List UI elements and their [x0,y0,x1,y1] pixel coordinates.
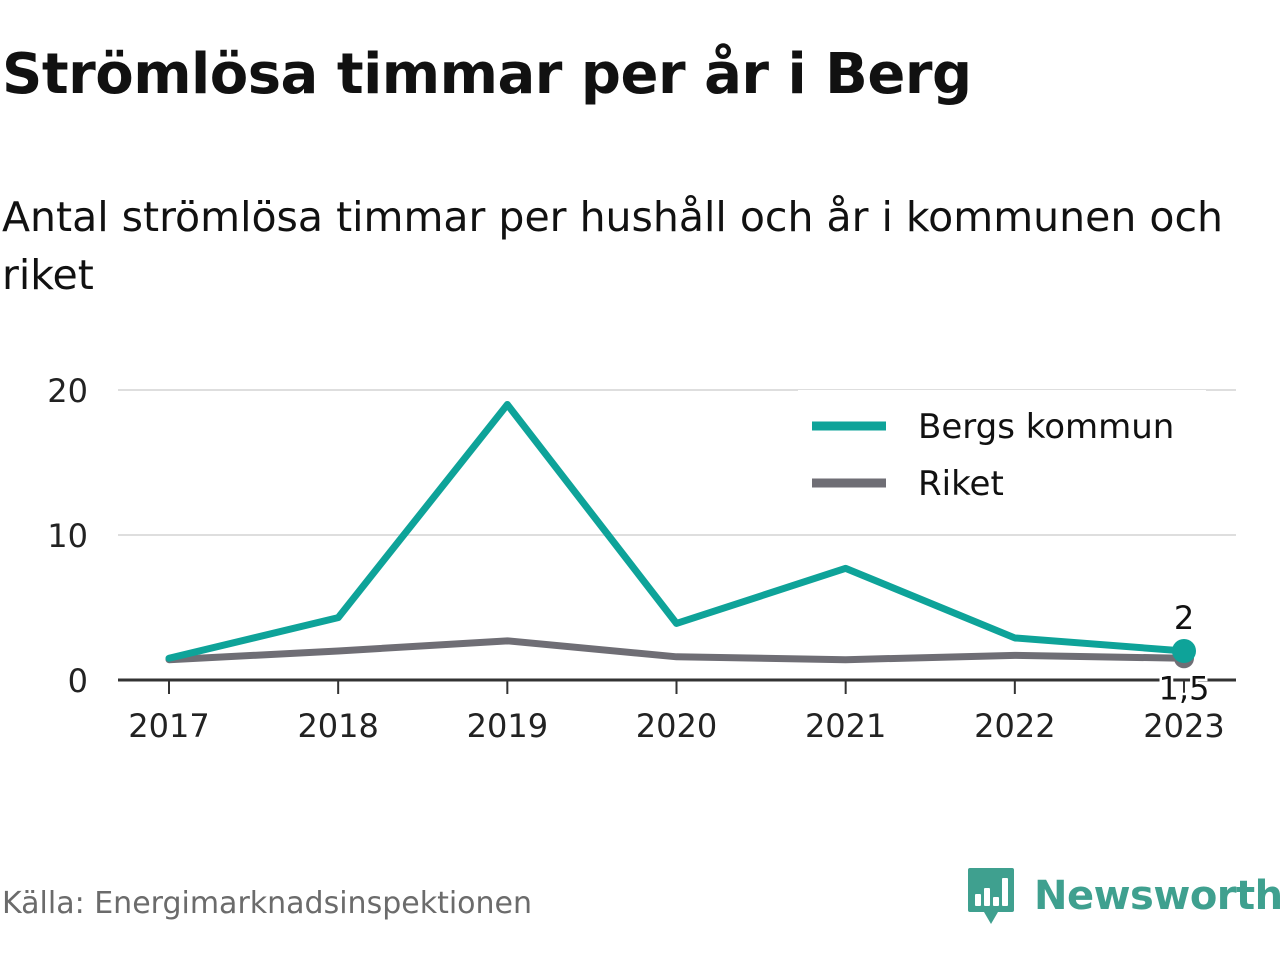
legend-label: Bergs kommun [918,407,1174,447]
y-tick-label: 20 [47,372,88,410]
x-tick-label: 2020 [636,707,717,745]
x-tick-label: 2021 [805,707,886,745]
end-value-label: 1,5 [1159,669,1210,707]
brand-logo: Newsworthy [966,866,1280,926]
line-chart: 0 10 20 2017 2018 2019 2020 2021 2022 2023 2 1,5 Ber… [47,372,1236,745]
y-tick-label: 0 [68,662,88,700]
brand-name: Newsworthy [1034,873,1280,919]
legend-label: Riket [918,464,1004,504]
series-line [165,401,1188,662]
legend-box [798,390,1206,508]
chart-subtitle: Antal strömlösa timmar per hushåll och å… [2,193,1223,299]
chart-title: Strömlösa timmar per år i Berg [2,42,972,107]
newsworthy-chart-icon [968,868,1014,924]
series-end-marker [1172,639,1196,663]
x-tick-label: 2023 [1143,707,1224,745]
x-tick-label: 2019 [467,707,548,745]
source-note: Källa: Energimarknadsinspektionen [2,886,533,921]
series-line [165,637,1188,664]
x-tick-label: 2018 [297,707,378,745]
y-tick-label: 10 [47,517,88,555]
x-tick-label: 2022 [974,707,1055,745]
x-tick-label: 2017 [128,707,209,745]
end-value-label: 2 [1174,599,1194,637]
